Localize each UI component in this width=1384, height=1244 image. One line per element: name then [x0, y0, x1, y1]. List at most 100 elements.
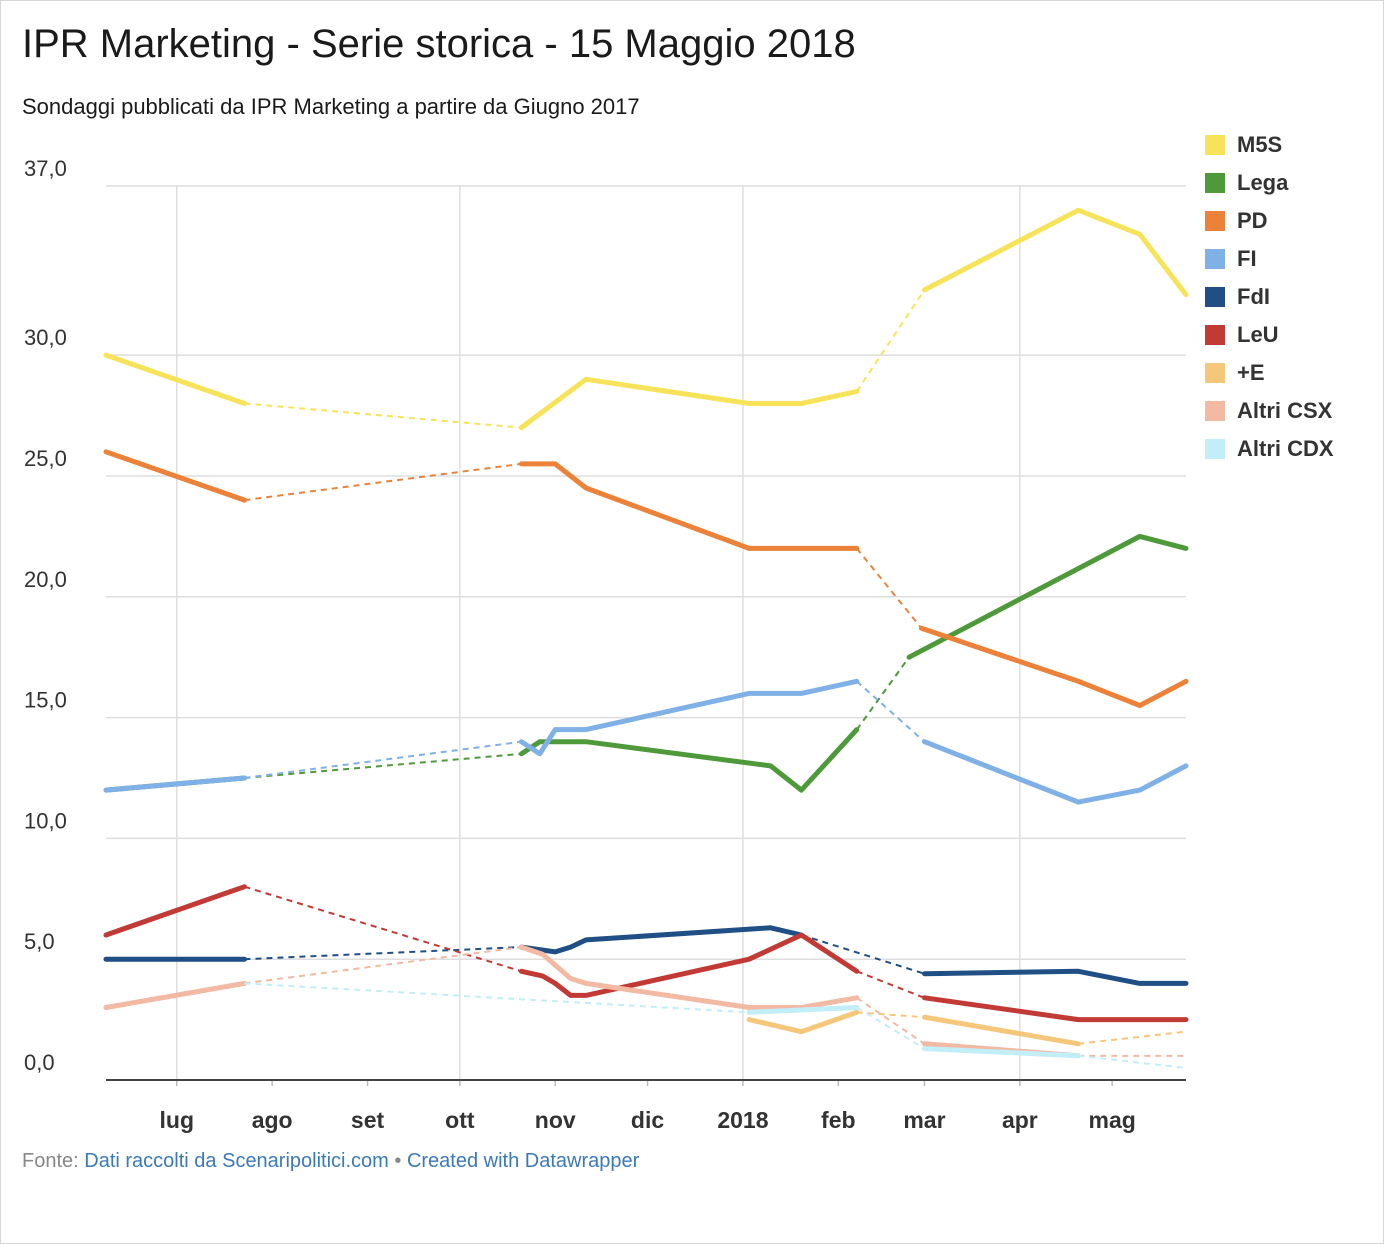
legend-swatch	[1205, 325, 1225, 345]
gap-connector	[855, 547, 923, 629]
legend-swatch	[1205, 401, 1225, 421]
legend-item-fi[interactable]: FI	[1205, 240, 1334, 278]
legend-item-altri-cdx[interactable]: Altri CDX	[1205, 430, 1334, 468]
x-tick-label: nov	[535, 1107, 576, 1133]
legend-swatch	[1205, 249, 1225, 269]
legend-item-e[interactable]: +E	[1205, 354, 1334, 392]
series-line	[922, 207, 1189, 298]
x-tick-label: dic	[631, 1107, 664, 1133]
gap-connector	[801, 934, 925, 975]
source-link[interactable]: Dati raccolti da Scenaripolitici.com	[84, 1150, 389, 1172]
series-line	[103, 352, 247, 406]
chart-subtitle: Sondaggi pubblicati da IPR Marketing a p…	[22, 94, 640, 119]
gap-connector	[1078, 1054, 1187, 1069]
legend-swatch	[1205, 173, 1225, 193]
series-pd	[103, 449, 1189, 708]
series-line	[922, 739, 1189, 805]
footer-prefix: Fonte:	[22, 1150, 85, 1172]
x-tick-label: mag	[1089, 1107, 1136, 1133]
y-tick-label: 37,0	[24, 156, 67, 181]
x-tick-label: mar	[903, 1107, 945, 1133]
y-tick-label: 30,0	[24, 325, 67, 350]
series-leu	[103, 884, 1189, 1023]
legend-label: PD	[1237, 208, 1268, 233]
y-tick-label: 5,0	[24, 929, 55, 954]
gap-connector	[855, 656, 910, 731]
series-line	[918, 625, 1189, 708]
x-tick-label: ott	[445, 1107, 475, 1133]
y-tick-label: 0,0	[24, 1050, 55, 1075]
grid-lines	[106, 185, 1186, 1086]
legend-item-pd[interactable]: PD	[1205, 202, 1334, 240]
gap-connector	[1078, 1030, 1187, 1045]
series-line	[103, 449, 247, 503]
series-e	[746, 1009, 1187, 1047]
legend-swatch	[1205, 363, 1225, 383]
gap-connector	[244, 946, 522, 985]
x-tick-label: feb	[821, 1107, 856, 1133]
x-tick-label: set	[351, 1107, 385, 1133]
legend-swatch	[1205, 211, 1225, 231]
gap-connector	[856, 1006, 925, 1050]
gap-connector	[244, 946, 522, 961]
series-line	[518, 376, 860, 431]
legend-item-fdi[interactable]: FdI	[1205, 278, 1334, 316]
series-line	[103, 884, 247, 938]
y-axis-ticks: 37,0 30,0 25,0 20,0 15,0 10,0 5,0 0,0	[24, 156, 67, 1075]
legend-swatch	[1205, 135, 1225, 155]
footer: Fonte: Dati raccolti da Scenaripolitici.…	[22, 1150, 639, 1173]
series-fi	[103, 678, 1189, 805]
gap-connector	[856, 1011, 925, 1019]
legend-item-m5s[interactable]: M5S	[1205, 126, 1334, 164]
gap-connector	[244, 752, 522, 779]
series-line	[922, 1046, 1081, 1059]
datawrapper-link[interactable]: Created with Datawrapper	[406, 1150, 640, 1172]
legend-item-lega[interactable]: Lega	[1205, 164, 1334, 202]
legend: M5S Lega PD FI FdI LeU +E Altri CSX Altri CDX	[1205, 126, 1334, 468]
gap-connector	[855, 289, 926, 392]
series-line	[922, 995, 1189, 1023]
legend-label: LeU	[1237, 322, 1279, 347]
legend-swatch	[1205, 287, 1225, 307]
x-axis-ticks: lug ago set ott nov dic 2018 feb mar apr mag	[160, 1107, 1136, 1133]
series-line	[922, 968, 1189, 986]
series-line	[746, 1009, 860, 1035]
series-altri-cdx	[244, 982, 1187, 1069]
legend-item-leu[interactable]: LeU	[1205, 316, 1334, 354]
x-tick-label: 2018	[717, 1107, 768, 1133]
y-tick-label: 25,0	[24, 446, 67, 471]
x-tick-label: apr	[1002, 1107, 1038, 1133]
legend-label: Altri CDX	[1237, 436, 1334, 461]
legend-label: Altri CSX	[1237, 398, 1333, 423]
series-line	[746, 1005, 860, 1015]
y-tick-label: 10,0	[24, 808, 67, 833]
footer-separator: •	[388, 1150, 407, 1172]
x-tick-label: lug	[160, 1107, 195, 1133]
legend-label: +E	[1237, 360, 1265, 385]
legend-label: Lega	[1237, 170, 1289, 195]
gap-connector	[244, 982, 750, 1014]
series-line	[103, 980, 247, 1010]
gap-connector	[244, 462, 522, 502]
gap-connector	[244, 885, 522, 973]
chart-title: IPR Marketing - Serie storica - 15 Maggi…	[22, 22, 856, 66]
y-tick-label: 20,0	[24, 567, 67, 592]
legend-label: FI	[1237, 246, 1257, 271]
y-tick-label: 15,0	[24, 688, 67, 713]
gap-connector	[244, 402, 522, 429]
series-lines	[103, 207, 1189, 1069]
series-line	[922, 1014, 1081, 1047]
gap-connector	[856, 680, 926, 743]
legend-label: FdI	[1237, 284, 1270, 309]
series-line	[518, 925, 804, 955]
series-line	[518, 727, 860, 793]
gap-connector	[856, 970, 925, 999]
series-m5s	[103, 207, 1189, 431]
series-fdi	[103, 925, 1189, 986]
legend-swatch	[1205, 439, 1225, 459]
series-line	[518, 944, 860, 1010]
legend-item-altri-csx[interactable]: Altri CSX	[1205, 392, 1334, 430]
gap-connector	[856, 997, 926, 1045]
series-altri-csx	[103, 944, 1187, 1059]
